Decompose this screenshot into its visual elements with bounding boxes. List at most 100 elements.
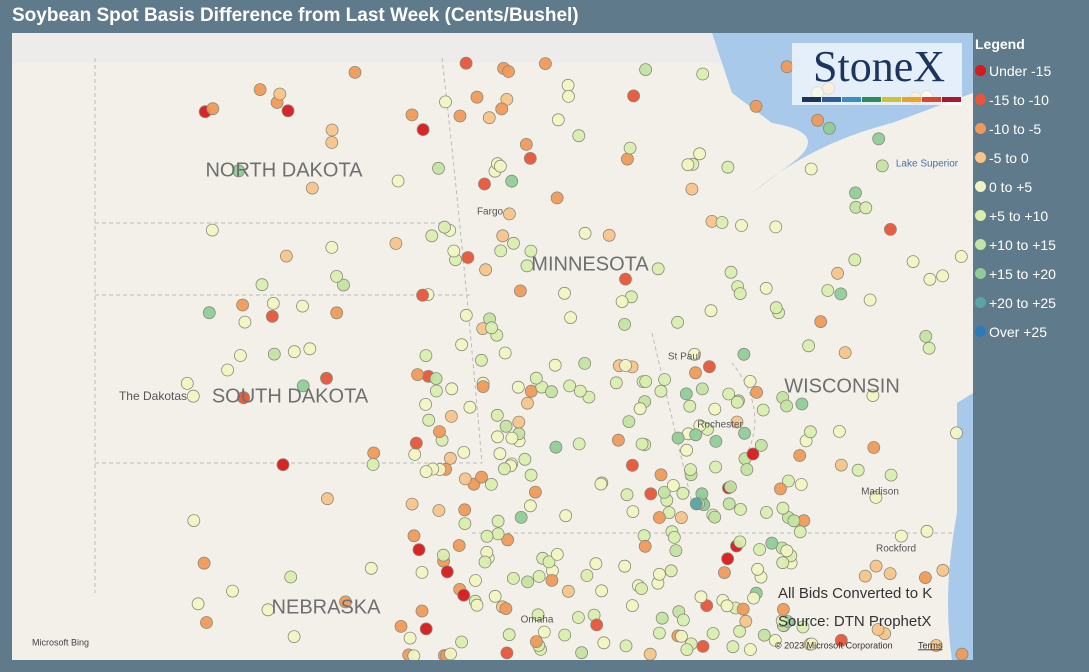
- bid-dot: [823, 121, 836, 135]
- bid-dot: [559, 509, 573, 523]
- place-label: Lake Superior: [896, 159, 959, 170]
- bid-dot: [667, 530, 681, 544]
- bid-dot: [232, 164, 246, 178]
- bid-dot: [366, 458, 380, 471]
- state-label: SOUTH DAKOTA: [212, 385, 369, 407]
- place-label: Rockford: [876, 544, 916, 555]
- bid-dot: [496, 229, 510, 243]
- bid-dot: [432, 504, 446, 517]
- bid-dot: [573, 384, 587, 398]
- bid-dot: [923, 272, 937, 286]
- bid-dot: [619, 272, 632, 286]
- bid-dot: [590, 618, 604, 632]
- bid-dot: [202, 306, 216, 320]
- bid-dot: [502, 207, 516, 221]
- bid-dot: [627, 89, 640, 103]
- bid-dot: [433, 425, 446, 439]
- bid-dot: [776, 556, 790, 570]
- legend-item: +15 to +20: [975, 259, 1056, 288]
- bid-dot: [488, 589, 502, 603]
- bid-dot: [491, 527, 505, 541]
- bid-dot: [180, 376, 194, 390]
- bid-dot: [191, 597, 205, 611]
- bid-dot: [954, 250, 968, 263]
- bid-dot: [704, 304, 718, 318]
- bid-dot: [671, 315, 684, 329]
- legend-swatch: [975, 268, 986, 279]
- bid-dot: [733, 624, 746, 638]
- bid-dot: [676, 486, 690, 500]
- legend-swatch: [975, 123, 986, 134]
- bid-dot: [726, 640, 740, 654]
- bid-dot: [619, 639, 633, 653]
- bid-dot: [780, 399, 793, 413]
- bid-dot: [644, 487, 658, 501]
- bid-dot: [626, 458, 639, 472]
- bid-dot: [367, 446, 381, 460]
- bid-dot: [453, 109, 467, 123]
- bid-dot: [470, 598, 484, 612]
- legend-item: Under -15: [975, 56, 1056, 85]
- legend-item: -10 to -5: [975, 114, 1056, 143]
- bid-dot: [475, 470, 488, 484]
- bid-dot: [550, 548, 564, 561]
- attribution: Microsoft Bing: [32, 637, 89, 647]
- bid-dot: [255, 278, 269, 292]
- bid-dot: [831, 266, 844, 280]
- legend-item: -5 to 0: [975, 143, 1056, 172]
- bid-dot: [531, 608, 545, 622]
- bid-dot: [950, 426, 963, 440]
- logo-bar: [942, 97, 961, 102]
- bid-dot: [419, 397, 433, 411]
- bid-dot: [733, 535, 747, 549]
- bid-dot: [320, 371, 333, 385]
- bid-dot: [906, 255, 920, 269]
- bid-dot: [287, 345, 301, 359]
- bid-dot: [776, 501, 790, 515]
- bid-dot: [736, 602, 750, 616]
- bid-dot: [769, 301, 783, 315]
- bid-dot: [551, 113, 565, 127]
- bid-dot: [683, 399, 697, 413]
- bid-dot: [643, 647, 657, 660]
- bid-dot: [405, 497, 419, 511]
- bid-dot: [597, 636, 611, 650]
- state-label: WISCONSIN: [784, 375, 900, 397]
- logo-bar: [882, 97, 901, 102]
- bid-dot: [432, 161, 445, 175]
- bid-dot: [919, 329, 933, 343]
- bid-dot: [724, 480, 737, 494]
- bid-dot: [281, 104, 295, 118]
- bid-dot: [532, 570, 546, 583]
- bid-dot: [730, 415, 744, 429]
- bid-dot: [689, 366, 702, 380]
- bid-dot: [765, 536, 779, 550]
- bid-dot: [623, 141, 637, 155]
- bid-dot: [851, 463, 865, 477]
- bid-dot: [459, 308, 473, 322]
- bid-dot: [296, 379, 310, 393]
- bid-dot: [737, 347, 751, 361]
- legend-item: +20 to +25: [975, 288, 1056, 317]
- legend-swatch: [975, 210, 986, 221]
- bid-dot: [895, 529, 908, 543]
- bid-dot: [512, 415, 526, 429]
- bid-dot: [529, 371, 543, 385]
- bid-dot: [469, 574, 482, 587]
- bid-dot: [394, 620, 408, 633]
- bid-dot: [505, 174, 519, 188]
- bid-dot: [498, 346, 512, 360]
- bid-dot: [233, 349, 247, 362]
- bid-dot: [545, 385, 558, 399]
- bid-dot: [955, 647, 969, 660]
- bid-dot: [654, 468, 668, 482]
- bid-dot: [499, 602, 513, 615]
- bid-dot: [273, 87, 287, 101]
- bid-dot: [929, 639, 943, 652]
- bid-dot: [458, 503, 472, 517]
- bid-dot: [563, 379, 576, 393]
- bid-dot: [407, 529, 421, 543]
- bid-dot: [884, 468, 898, 482]
- bid-dot: [612, 433, 625, 447]
- bid-dot: [872, 132, 886, 146]
